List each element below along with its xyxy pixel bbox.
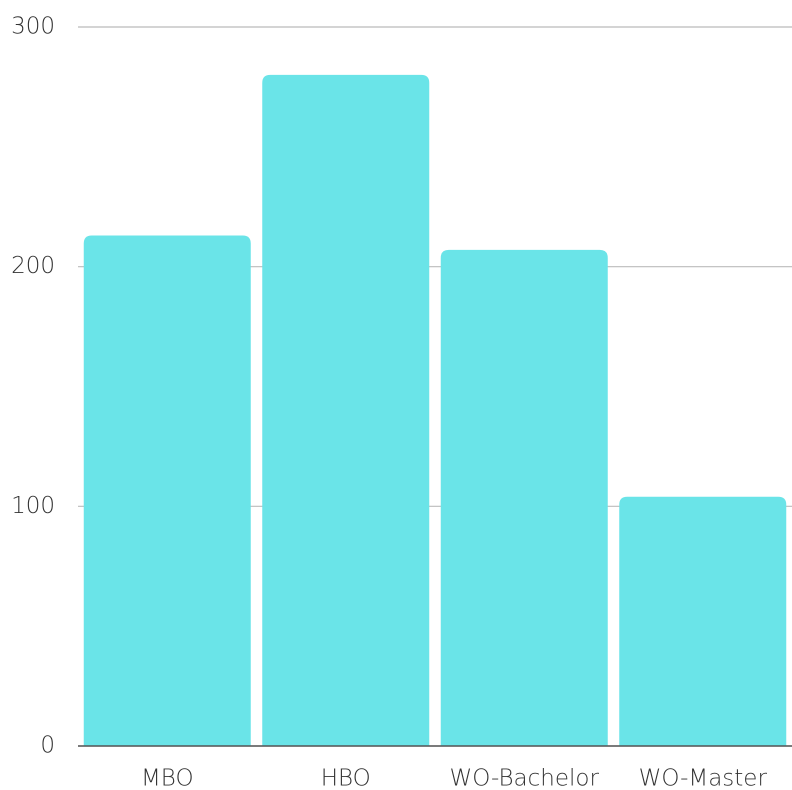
x-tick-label: WO-Bachelor xyxy=(450,766,600,790)
y-tick-label: 200 xyxy=(11,253,55,279)
y-tick-label: 0 xyxy=(40,733,55,759)
bar xyxy=(619,496,787,746)
x-tick-label: MBO xyxy=(141,766,194,790)
y-tick-label: 300 xyxy=(11,14,55,40)
bar xyxy=(83,235,251,746)
y-tick-label: 100 xyxy=(11,493,55,519)
bar xyxy=(262,74,430,746)
bar xyxy=(440,249,608,746)
x-tick-label: WO-Master xyxy=(639,766,768,790)
x-tick-label: HBO xyxy=(321,766,371,790)
